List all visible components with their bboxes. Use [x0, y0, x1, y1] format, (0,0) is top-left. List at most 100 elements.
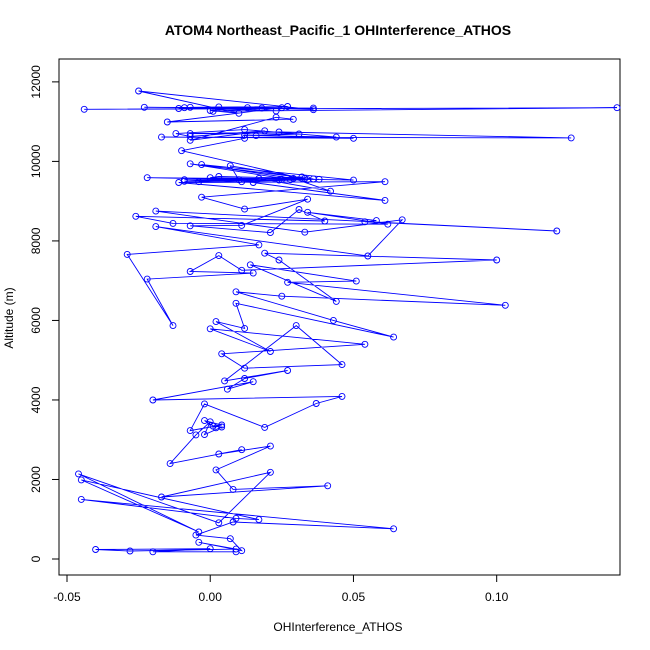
data-point [201, 400, 208, 408]
data-point [92, 546, 100, 553]
data-point [352, 277, 360, 285]
data-point [218, 350, 226, 358]
data-point [201, 431, 208, 439]
data-point [221, 377, 229, 385]
data-point [613, 104, 621, 112]
data-point [258, 104, 266, 112]
x-tick-label: 0.05 [342, 590, 366, 604]
data-point [249, 269, 257, 277]
data-point [186, 160, 194, 168]
data-point [232, 299, 240, 307]
data-point [272, 107, 280, 115]
data-point [338, 392, 346, 400]
data-point [292, 322, 300, 330]
data-point [215, 103, 223, 111]
data-point [398, 216, 406, 224]
x-tick-label: -0.05 [53, 590, 81, 604]
data-point [238, 221, 246, 229]
data-point [255, 241, 263, 249]
data-point [232, 288, 240, 296]
data-point [301, 228, 309, 236]
data-point [261, 249, 269, 257]
data-point [567, 134, 575, 142]
data-point [232, 514, 240, 522]
data-point [186, 427, 194, 435]
series-lines [78, 90, 618, 553]
data-point [215, 519, 223, 527]
data-point [169, 219, 177, 227]
y-tick-label: 2000 [29, 466, 43, 493]
data-point [149, 548, 157, 556]
data-point [275, 256, 283, 264]
data-point [163, 118, 171, 126]
data-point [289, 115, 297, 123]
data-point [223, 385, 231, 393]
data-point [215, 252, 223, 260]
data-point [169, 322, 177, 330]
data-point [238, 178, 246, 186]
data-point [266, 442, 274, 450]
data-point [172, 130, 180, 138]
data-point [192, 431, 200, 439]
series-line [78, 90, 618, 553]
data-point [372, 217, 380, 225]
data-point [338, 361, 346, 369]
data-point [252, 132, 260, 140]
data-point [332, 133, 340, 141]
data-point [381, 196, 389, 204]
data-point [361, 340, 369, 348]
data-point [209, 107, 217, 115]
data-point [180, 177, 188, 185]
data-point [206, 174, 214, 182]
data-point [295, 130, 303, 138]
data-point [249, 378, 257, 386]
data-point [143, 275, 151, 283]
data-point [158, 133, 165, 141]
data-point [198, 161, 206, 169]
data-point [255, 516, 263, 524]
data-point [261, 423, 269, 431]
y-tick-label: 8000 [29, 227, 43, 254]
data-point [80, 105, 88, 113]
data-point [284, 367, 292, 374]
data-point [278, 292, 286, 300]
data-point [381, 178, 389, 186]
data-point [152, 223, 160, 231]
data-point [304, 195, 312, 203]
data-point [135, 87, 143, 95]
data-point [186, 132, 194, 140]
data-point [178, 147, 186, 155]
data-point [298, 173, 306, 181]
data-point [132, 212, 140, 220]
data-point [198, 193, 206, 201]
data-point [180, 104, 188, 112]
data-point [278, 175, 286, 183]
y-tick-label: 0 [29, 555, 43, 562]
data-point [390, 525, 398, 533]
data-point [275, 176, 283, 184]
data-point [249, 179, 257, 186]
y-tick-label: 4000 [29, 386, 43, 413]
x-tick-label: 0.10 [485, 590, 509, 604]
data-point [238, 446, 246, 454]
data-point [284, 103, 292, 110]
data-point [255, 175, 263, 182]
data-point [241, 126, 249, 134]
data-point [195, 178, 203, 186]
y-tick-label: 12000 [29, 65, 43, 99]
y-tick-label: 6000 [29, 307, 43, 334]
data-point [206, 545, 214, 553]
data-point [195, 528, 203, 536]
data-point [186, 130, 194, 138]
data-point [126, 547, 134, 555]
data-point [321, 217, 329, 225]
data-point [212, 318, 220, 326]
data-point [350, 134, 357, 142]
data-point [235, 109, 243, 117]
data-point [201, 417, 208, 425]
chart-title: ATOM4 Northeast_Pacific_1 OHInterference… [165, 22, 511, 38]
data-point [286, 176, 294, 184]
data-point [295, 206, 303, 213]
data-point [212, 424, 220, 432]
data-point [149, 396, 157, 404]
